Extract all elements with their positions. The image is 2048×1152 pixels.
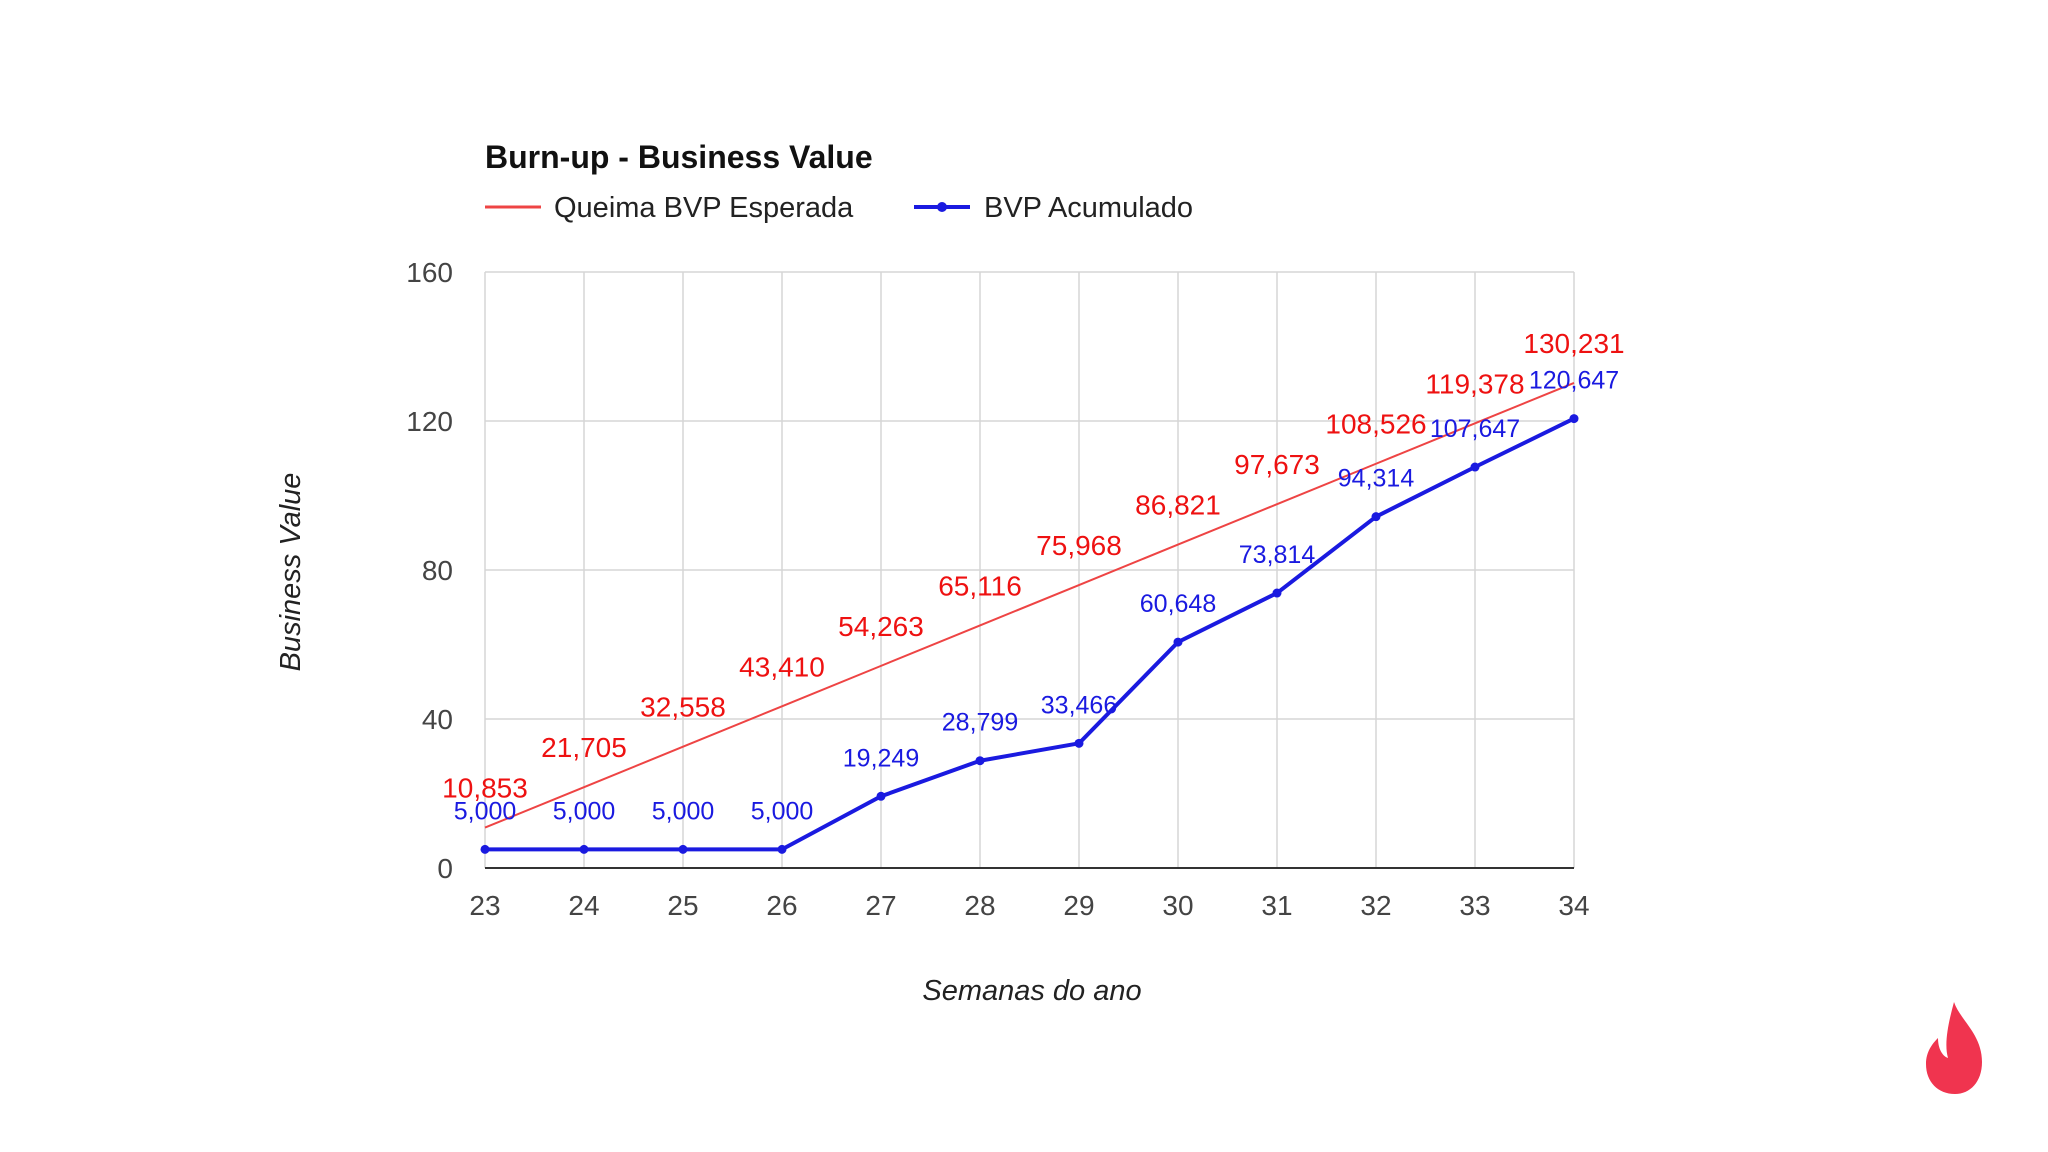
chart-title: Burn-up - Business Value <box>485 139 873 175</box>
data-label: 108,526 <box>1325 409 1426 440</box>
data-point <box>1173 637 1183 647</box>
y-axis-title: Business Value <box>275 473 307 672</box>
x-tick-label: 28 <box>964 890 995 921</box>
x-tick-label: 23 <box>469 890 500 921</box>
x-tick-label: 24 <box>568 890 599 921</box>
data-label: 73,814 <box>1239 541 1316 569</box>
data-label: 33,466 <box>1041 691 1117 719</box>
y-tick-label: 160 <box>406 257 453 288</box>
data-point <box>1470 462 1480 472</box>
data-label: 120,647 <box>1529 367 1619 395</box>
data-label: 54,263 <box>838 611 924 642</box>
legend-marker-bvp <box>937 202 947 212</box>
x-tick-label: 26 <box>766 890 797 921</box>
data-label: 32,558 <box>640 692 726 723</box>
y-tick-label: 80 <box>422 555 453 586</box>
x-tick-label: 30 <box>1162 890 1193 921</box>
data-point <box>480 844 490 854</box>
data-label: 5,000 <box>751 797 814 825</box>
data-label: 107,647 <box>1430 415 1520 443</box>
data-label: 28,799 <box>942 709 1018 737</box>
data-point <box>579 844 589 854</box>
data-point <box>876 791 886 801</box>
data-point <box>678 844 688 854</box>
x-axis-title: Semanas do ano <box>922 975 1141 1007</box>
data-label: 19,249 <box>843 744 919 772</box>
series-line-queima-bvp-esperada <box>484 381 1575 829</box>
data-label: 97,673 <box>1234 449 1320 480</box>
data-label: 5,000 <box>652 797 715 825</box>
legend: Queima BVP Esperada BVP Acumulado <box>485 192 1193 224</box>
data-point <box>1371 512 1381 522</box>
data-label: 10,853 <box>442 773 528 804</box>
x-axis-ticks: 23 24 25 26 27 28 29 30 31 32 33 34 <box>469 890 1589 921</box>
data-point <box>777 844 787 854</box>
data-label: 130,231 <box>1523 328 1624 359</box>
flame-logo-icon <box>1926 1002 1982 1094</box>
data-labels-layer: 10,853 21,705 32,558 43,410 54,263 65,116 75,9… <box>442 328 1624 825</box>
data-label: 75,968 <box>1036 530 1122 561</box>
x-tick-label: 32 <box>1360 890 1391 921</box>
x-tick-label: 29 <box>1063 890 1094 921</box>
data-point <box>1569 414 1579 424</box>
legend-label-bvp: BVP Acumulado <box>984 192 1193 224</box>
data-label: 5,000 <box>454 797 517 825</box>
data-point <box>1272 588 1282 598</box>
legend-label-queima: Queima BVP Esperada <box>554 192 854 224</box>
y-axis-ticks: 0 40 80 120 160 <box>406 257 453 884</box>
x-tick-label: 25 <box>667 890 698 921</box>
series-layer <box>480 381 1579 854</box>
x-tick-label: 33 <box>1459 890 1490 921</box>
series-line-bvp-acumulado <box>485 416 1575 852</box>
x-tick-label: 27 <box>865 890 896 921</box>
data-label: 86,821 <box>1135 490 1221 521</box>
y-tick-label: 120 <box>406 406 453 437</box>
data-label: 119,378 <box>1425 368 1524 399</box>
y-tick-label: 0 <box>437 853 453 884</box>
data-label: 21,705 <box>541 732 627 763</box>
data-label: 65,116 <box>938 570 1022 601</box>
x-tick-label: 31 <box>1261 890 1292 921</box>
data-label: 60,648 <box>1140 590 1216 618</box>
grid <box>484 271 1575 869</box>
data-point <box>975 756 985 766</box>
data-label: 94,314 <box>1338 465 1415 493</box>
x-tick-label: 34 <box>1558 890 1589 921</box>
data-label: 5,000 <box>553 797 616 825</box>
data-label: 43,410 <box>739 651 825 682</box>
data-point <box>1074 738 1084 748</box>
y-tick-label: 40 <box>422 704 453 735</box>
